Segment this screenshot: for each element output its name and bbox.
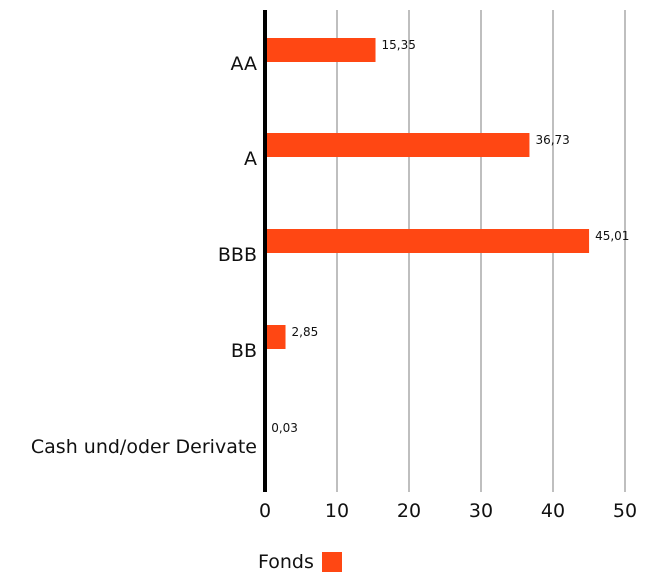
category-label: BBB [218,244,257,266]
x-tick-label: 10 [325,500,349,522]
data-label: 36,73 [535,133,569,147]
x-tick-label: 0 [259,500,271,522]
x-tick-label: 20 [397,500,421,522]
legend-label: Fonds [258,551,314,573]
bar [265,229,590,253]
data-label: 2,85 [292,325,319,339]
data-label: 45,01 [595,229,629,243]
bar [265,38,376,62]
category-label: A [244,148,257,170]
x-tick-label: 40 [541,500,565,522]
x-tick-label: 30 [469,500,493,522]
x-tick-labels: 0 10 20 30 40 50 [259,500,637,522]
data-label: 0,03 [271,421,298,435]
x-tick-label: 50 [613,500,637,522]
data-label: 15,35 [382,38,416,52]
bar [265,325,286,349]
data-labels: 15,35 36,73 45,01 2,85 0,03 [271,38,629,435]
category-label: BB [231,340,257,362]
legend: Fonds [258,551,342,573]
legend-swatch [321,552,342,572]
bars [265,38,590,445]
bar [265,133,530,157]
category-label: Cash und/oder Derivate [31,436,257,458]
category-label: AA [230,53,257,75]
